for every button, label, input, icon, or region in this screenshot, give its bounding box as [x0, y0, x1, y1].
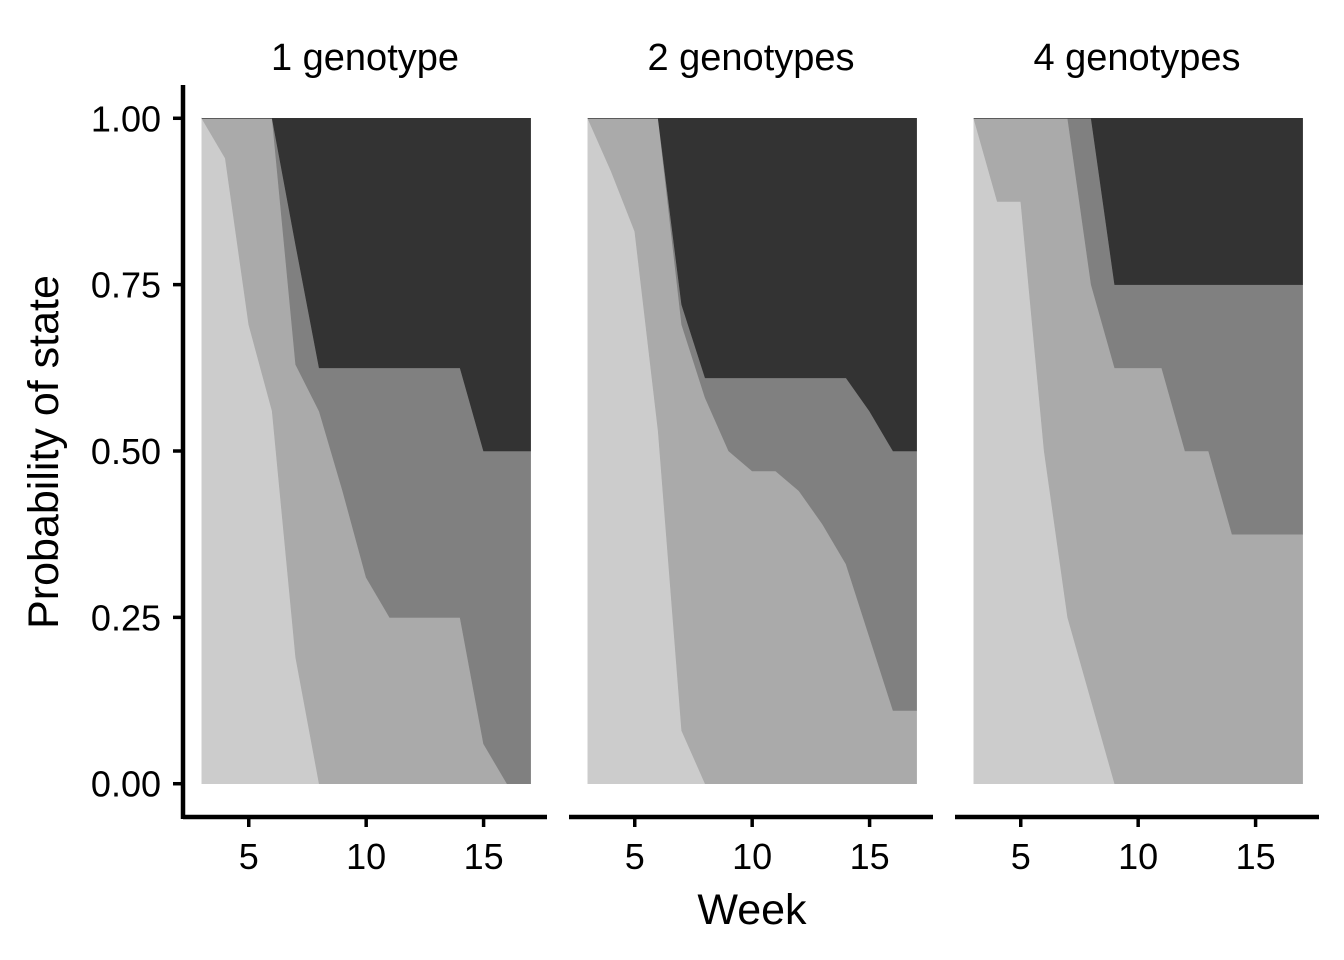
y-tick-label: 1.00 — [91, 98, 161, 139]
x-tick-label: 10 — [732, 836, 772, 877]
y-axis-title: Probability of state — [20, 275, 68, 629]
y-tick-label: 0.00 — [91, 764, 161, 805]
x-tick-label: 5 — [239, 836, 259, 877]
x-tick-label: 15 — [850, 836, 890, 877]
area-layer-4 — [587, 118, 917, 452]
panel-1-genotype: 1 genotype 5 10 15 — [183, 37, 547, 877]
y-tick-label: 0.75 — [91, 265, 161, 306]
panel-title: 1 genotype — [271, 37, 459, 79]
x-tick-label: 10 — [1118, 836, 1158, 877]
y-tick-label: 0.25 — [91, 597, 161, 638]
x-tick-label: 10 — [346, 836, 386, 877]
x-axis-title: Week — [697, 886, 807, 934]
area-layer-4 — [201, 118, 531, 452]
panel-title: 4 genotypes — [1033, 37, 1240, 79]
area-layer-4 — [973, 118, 1303, 285]
panel-4-genotypes: 4 genotypes 5 10 15 — [955, 37, 1319, 877]
panel-title: 2 genotypes — [647, 37, 854, 79]
panel-2-genotypes: 2 genotypes 5 10 15 — [569, 37, 933, 877]
x-tick-label: 5 — [1011, 836, 1031, 877]
y-axis: 0.00 0.25 0.50 0.75 1.00 — [91, 85, 186, 819]
x-tick-label: 5 — [625, 836, 645, 877]
y-tick-label: 0.50 — [91, 431, 161, 472]
x-tick-label: 15 — [464, 836, 504, 877]
x-tick-label: 15 — [1236, 836, 1276, 877]
